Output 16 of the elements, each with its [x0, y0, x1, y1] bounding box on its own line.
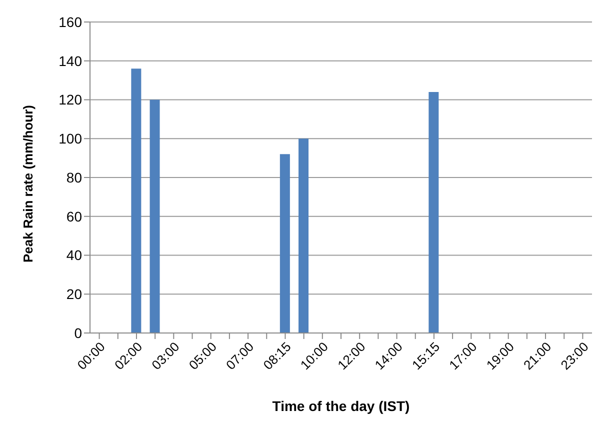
- y-tick-label: 60: [66, 208, 82, 224]
- bar: [131, 68, 142, 333]
- y-tick-label: 80: [66, 169, 82, 186]
- bar: [428, 92, 439, 333]
- bar: [280, 154, 290, 333]
- y-tick-label: 160: [58, 14, 82, 30]
- y-tick-label: 0: [74, 324, 82, 341]
- y-tick-label: 120: [58, 92, 82, 108]
- y-tick-label: 140: [58, 52, 82, 69]
- bar: [298, 138, 309, 333]
- bar: [150, 100, 160, 333]
- y-tick-label: 20: [66, 286, 82, 302]
- y-tick-label: 40: [66, 247, 82, 264]
- x-axis-title: Time of the day (IST): [272, 398, 410, 414]
- y-axis-title: Peak Rain rate (mm/hour): [20, 105, 36, 262]
- y-tick-label: 100: [58, 130, 82, 147]
